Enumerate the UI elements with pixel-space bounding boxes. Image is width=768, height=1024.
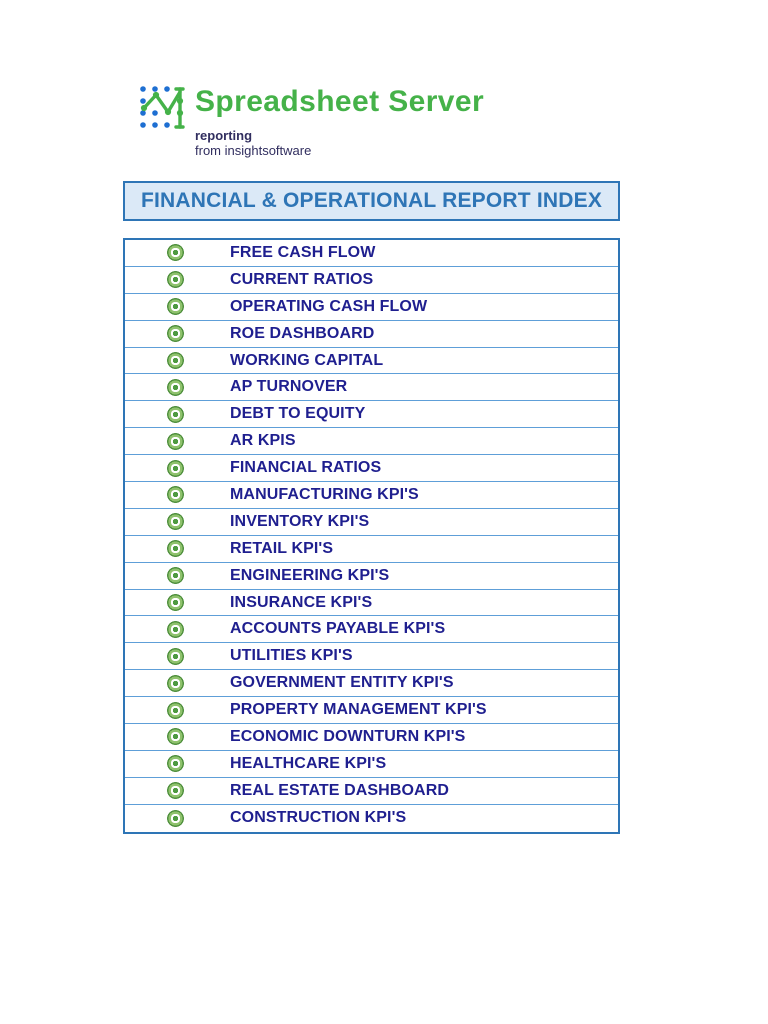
- target-bullet-icon: [167, 755, 184, 773]
- target-bullet-icon: [167, 540, 184, 558]
- report-index-title-banner: FINANCIAL & OPERATIONAL REPORT INDEX: [123, 181, 620, 221]
- report-row[interactable]: OPERATING CASH FLOW: [125, 293, 618, 321]
- report-row[interactable]: ECONOMIC DOWNTURN KPI'S: [125, 724, 618, 751]
- report-row[interactable]: DEBT TO EQUITY: [125, 401, 618, 429]
- report-link-label: WORKING CAPITAL: [230, 351, 384, 369]
- report-link-label: MANUFACTURING KPI'S: [230, 485, 419, 503]
- report-link-label: ECONOMIC DOWNTURN KPI'S: [230, 727, 466, 745]
- report-row[interactable]: GOVERNMENT ENTITY KPI'S: [125, 670, 618, 698]
- target-bullet-icon: [167, 432, 184, 450]
- report-link-label: PROPERTY MANAGEMENT KPI'S: [230, 701, 487, 719]
- tagline-from-insightsoftware: from insightsoftware: [195, 142, 312, 158]
- target-bullet-icon: [167, 513, 184, 531]
- report-link-label: AP TURNOVER: [230, 378, 348, 396]
- report-row[interactable]: ROE DASHBOARD: [125, 320, 618, 348]
- target-bullet-icon: [167, 352, 184, 369]
- report-link-label: UTILITIES KPI'S: [230, 647, 353, 665]
- report-link-label: RETAIL KPI'S: [230, 539, 334, 557]
- report-row[interactable]: FINANCIAL RATIOS: [125, 455, 618, 483]
- target-bullet-icon: [167, 486, 184, 504]
- logo-text: Spreadsheet Server reporting from insigh…: [195, 83, 484, 158]
- report-index-table: FREE CASH FLOW CURRENT RATIOS OPERATING …: [123, 238, 620, 834]
- report-row[interactable]: REAL ESTATE DASHBOARD: [125, 777, 618, 805]
- target-bullet-icon: [167, 782, 184, 800]
- target-bullet-icon: [167, 701, 184, 719]
- report-row[interactable]: UTILITIES KPI'S: [125, 643, 618, 671]
- report-link-label: INVENTORY KPI'S: [230, 512, 370, 530]
- target-bullet-icon: [167, 459, 184, 477]
- report-link-label: CONSTRUCTION KPI'S: [230, 809, 407, 827]
- report-link-label: OPERATING CASH FLOW: [230, 297, 428, 315]
- report-row[interactable]: AP TURNOVER: [125, 374, 618, 402]
- target-bullet-icon: [167, 567, 184, 585]
- report-row[interactable]: HEALTHCARE KPI'S: [125, 750, 618, 778]
- report-link-label: ACCOUNTS PAYABLE KPI'S: [230, 620, 446, 638]
- report-link-label: ROE DASHBOARD: [230, 324, 375, 342]
- dot-grid-chart-icon: [140, 86, 185, 129]
- target-bullet-icon: [167, 378, 184, 396]
- page-title: FINANCIAL & OPERATIONAL REPORT INDEX: [140, 189, 603, 212]
- report-row[interactable]: WORKING CAPITAL: [125, 347, 618, 375]
- report-row[interactable]: MANUFACTURING KPI'S: [125, 482, 618, 509]
- target-bullet-icon: [167, 271, 184, 289]
- report-row[interactable]: CONSTRUCTION KPI'S: [125, 804, 618, 832]
- target-bullet-icon: [167, 809, 184, 827]
- report-link-label: AR KPIS: [230, 432, 296, 450]
- report-row[interactable]: INSURANCE KPI'S: [125, 589, 618, 617]
- report-link-label: CURRENT RATIOS: [230, 270, 374, 288]
- target-bullet-icon: [167, 594, 184, 612]
- report-link-label: DEBT TO EQUITY: [230, 405, 366, 423]
- report-row[interactable]: CURRENT RATIOS: [125, 266, 618, 294]
- report-link-label: ENGINEERING KPI'S: [230, 566, 390, 584]
- report-row[interactable]: AR KPIS: [125, 428, 618, 456]
- target-bullet-icon: [167, 405, 184, 423]
- report-row[interactable]: RETAIL KPI'S: [125, 535, 618, 563]
- report-link-label: INSURANCE KPI'S: [230, 593, 373, 611]
- report-link-label: GOVERNMENT ENTITY KPI'S: [230, 674, 454, 692]
- target-bullet-icon: [167, 620, 184, 638]
- report-link-label: FINANCIAL RATIOS: [230, 459, 382, 477]
- brand-tagline: reporting from insightsoftware: [195, 128, 484, 159]
- target-bullet-icon: [167, 298, 184, 316]
- target-bullet-icon: [167, 647, 184, 665]
- tagline-reporting: reporting: [195, 127, 253, 143]
- report-link-label: FREE CASH FLOW: [230, 243, 376, 261]
- report-row[interactable]: ENGINEERING KPI'S: [125, 562, 618, 590]
- target-bullet-icon: [167, 325, 184, 343]
- spreadsheet-server-logo: Spreadsheet Server reporting from insigh…: [137, 83, 484, 158]
- report-row[interactable]: INVENTORY KPI'S: [125, 508, 618, 536]
- target-bullet-icon: [167, 244, 184, 262]
- brand-name: Spreadsheet Server: [195, 85, 485, 118]
- report-row[interactable]: FREE CASH FLOW: [125, 240, 618, 267]
- report-link-label: HEALTHCARE KPI'S: [230, 754, 387, 772]
- report-row[interactable]: PROPERTY MANAGEMENT KPI'S: [125, 697, 618, 725]
- target-bullet-icon: [167, 728, 184, 746]
- report-link-label: REAL ESTATE DASHBOARD: [230, 781, 449, 799]
- report-row[interactable]: ACCOUNTS PAYABLE KPI'S: [125, 616, 618, 644]
- target-bullet-icon: [167, 674, 184, 692]
